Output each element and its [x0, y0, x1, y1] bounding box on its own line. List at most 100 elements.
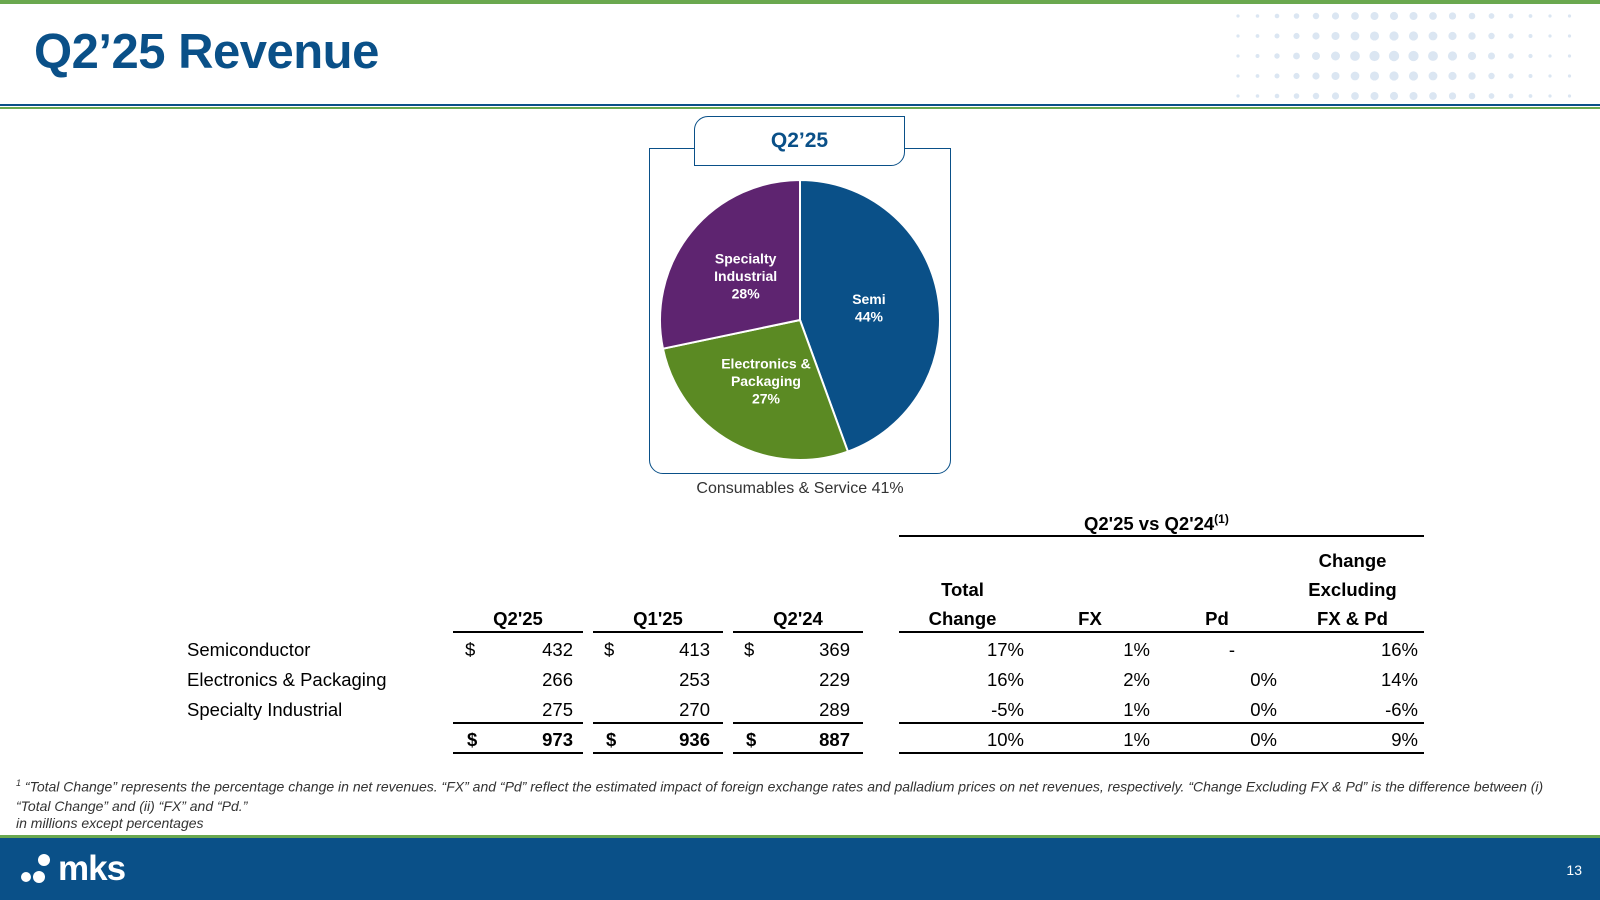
- pie-slice-specialty-industrial: [660, 180, 801, 350]
- decorative-dot: [1255, 94, 1260, 98]
- dollar-sign: $: [467, 729, 478, 750]
- decorative-dot: [1255, 74, 1260, 78]
- decorative-dot: [1350, 51, 1360, 61]
- decorative-dot: [1528, 34, 1533, 38]
- decorative-dot: [1567, 94, 1572, 98]
- cell-spec-q125: 270: [679, 699, 710, 720]
- cell-elec-q125: 253: [679, 669, 710, 690]
- decorative-dot: [1468, 12, 1476, 20]
- decorative-dot: [1448, 31, 1457, 41]
- decorative-dot: [1236, 74, 1240, 78]
- units-note: in millions except percentages: [16, 815, 204, 831]
- decorative-dot: [1369, 71, 1380, 81]
- decorative-dot: [1389, 11, 1399, 21]
- decorative-dot: [1548, 74, 1552, 78]
- decorative-dot: [1508, 53, 1514, 59]
- logo-wordmark: mks: [58, 849, 126, 888]
- decorative-dot: [1389, 71, 1399, 81]
- decorative-dot: [1293, 52, 1300, 60]
- decorative-dot: [1388, 50, 1400, 62]
- decorative-dot: [1548, 14, 1552, 18]
- decorative-dot: [1428, 51, 1438, 61]
- decorative-dot: [1331, 71, 1340, 81]
- footer-accent-bar: [0, 835, 1600, 838]
- col-header-fx: FX: [1078, 608, 1102, 629]
- row-label-specialty: Specialty Industrial: [187, 699, 343, 720]
- decorative-dot: [1293, 93, 1300, 99]
- title-divider-blue: [0, 104, 1600, 106]
- col-header-total-change-l2: Change: [928, 608, 997, 629]
- decorative-dot: [1567, 14, 1572, 18]
- row-label-semiconductor: Semiconductor: [187, 639, 311, 660]
- decorative-dot: [1508, 73, 1514, 79]
- decorative-dot: [1236, 54, 1240, 58]
- pie-label-specialty-industrial: Specialty Industrial 28%: [714, 250, 777, 301]
- decorative-dot: [1467, 51, 1477, 61]
- cell-semi-change-excl: 16%: [1380, 639, 1418, 660]
- decorative-dot: [1409, 91, 1418, 101]
- decorative-dot: [1312, 92, 1320, 100]
- decorative-dot: [1528, 14, 1533, 18]
- decorative-dot: [1488, 93, 1495, 99]
- dollar-sign: $: [604, 639, 615, 660]
- header-rule-q225: [453, 631, 583, 633]
- header-rule-change: [899, 631, 1424, 633]
- slide-title: Q2’25 Revenue: [34, 25, 379, 79]
- decorative-dot: [1236, 14, 1240, 18]
- cell-total-q225: 973: [542, 729, 573, 750]
- cell-spec-change-excl: -6%: [1385, 699, 1418, 720]
- pie-chart-tab-label: Q2’25: [694, 116, 905, 166]
- decorative-dot: [1488, 13, 1495, 19]
- decorative-dot: [1429, 12, 1437, 20]
- decorative-dot-pattern: [1236, 11, 1572, 101]
- footnote: 1 “Total Change” represents the percenta…: [16, 778, 1544, 814]
- decorative-dot: [1293, 32, 1300, 40]
- decorative-dot: [1508, 33, 1514, 39]
- decorative-dot: [1274, 13, 1280, 19]
- col-header-change-excl-l1: Change: [1318, 550, 1387, 571]
- cell-semi-fx: 1%: [1123, 639, 1150, 660]
- decorative-dot: [1548, 54, 1552, 58]
- decorative-dot: [1488, 32, 1495, 40]
- decorative-dot: [1567, 54, 1572, 58]
- decorative-dot: [1274, 93, 1280, 99]
- decorative-dot: [1312, 32, 1320, 40]
- cell-elec-q224: 229: [819, 669, 850, 690]
- cell-total-change: 10%: [986, 729, 1024, 750]
- decorative-dot: [1448, 71, 1457, 81]
- col-header-change-excl-l3: FX & Pd: [1317, 608, 1388, 629]
- total-rule-bottom: [899, 752, 1424, 754]
- col-header-pd: Pd: [1205, 608, 1229, 629]
- decorative-dot: [1274, 33, 1280, 39]
- decorative-dot: [1331, 12, 1340, 20]
- dollar-sign: $: [744, 639, 755, 660]
- total-rule-top: [899, 722, 1424, 724]
- cell-semi-q125: 413: [679, 639, 710, 660]
- decorative-dot: [1409, 11, 1418, 21]
- decorative-dot: [1528, 74, 1533, 78]
- decorative-dot: [1389, 31, 1399, 41]
- logo-dots-icon: [21, 854, 50, 883]
- decorative-dot: [1548, 94, 1552, 98]
- header-rule-q224: [733, 631, 863, 633]
- decorative-dot: [1408, 31, 1419, 41]
- decorative-dot: [1408, 71, 1419, 81]
- col-header-change-excl-l2: Excluding: [1308, 579, 1397, 600]
- decorative-dot: [1255, 34, 1260, 38]
- total-rule-top: [593, 722, 723, 724]
- cell-elec-change-excl: 14%: [1380, 669, 1418, 690]
- decorative-dot: [1468, 32, 1476, 40]
- cell-total-fx: 1%: [1123, 729, 1150, 750]
- decorative-dot: [1236, 94, 1240, 98]
- cell-total-q125: 936: [679, 729, 710, 750]
- pie-label-electronics-packaging: Electronics & Packaging 27%: [721, 356, 810, 407]
- cell-spec-q225: 275: [542, 699, 573, 720]
- total-rule-top: [453, 722, 583, 724]
- decorative-dot: [1312, 52, 1320, 60]
- decorative-dot: [1293, 13, 1300, 19]
- group-header-rule: [899, 535, 1424, 537]
- decorative-dot: [1528, 94, 1533, 98]
- cell-spec-fx: 1%: [1123, 699, 1150, 720]
- decorative-dot: [1448, 92, 1457, 100]
- title-divider-green: [0, 107, 1600, 109]
